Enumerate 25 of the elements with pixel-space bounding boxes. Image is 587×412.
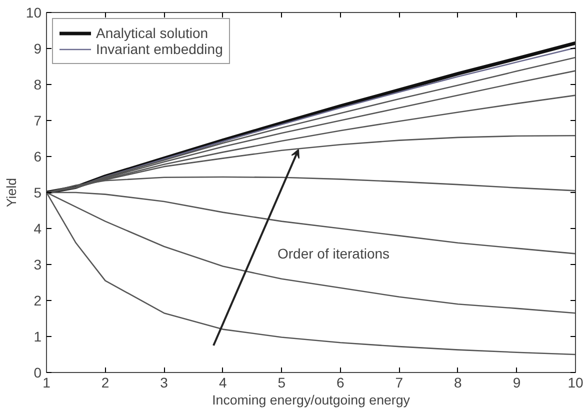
y-tick-label: 9: [34, 40, 42, 56]
y-tick-label: 2: [34, 292, 42, 308]
x-tick-label: 10: [568, 374, 584, 390]
x-tick-label: 2: [101, 374, 110, 390]
legend-label: Analytical solution: [96, 25, 208, 41]
x-tick-label: 5: [278, 374, 286, 390]
x-tick-label: 8: [454, 374, 462, 390]
y-tick-label: 8: [34, 76, 42, 92]
x-axis-title: Incoming energy/outgoing energy: [212, 392, 410, 408]
y-tick-label: 0: [34, 364, 42, 380]
y-tick-label: 10: [26, 4, 42, 20]
y-tick-label: 3: [34, 256, 42, 272]
y-tick-label: 7: [34, 112, 42, 128]
legend-label: Invariant embedding: [96, 41, 223, 57]
x-tick-label: 9: [512, 374, 521, 390]
y-tick-label: 1: [34, 328, 42, 344]
x-tick-label: 4: [218, 374, 227, 390]
y-axis-title: Yield: [4, 178, 19, 208]
y-tick-label: 4: [34, 220, 42, 236]
annotation: Order of iterations: [277, 246, 390, 262]
x-tick-label: 7: [395, 374, 404, 390]
y-tick-label: 5: [34, 184, 42, 200]
x-tick-label: 3: [160, 374, 168, 390]
x-tick-label: 6: [336, 374, 344, 390]
y-tick-label: 6: [34, 148, 42, 164]
